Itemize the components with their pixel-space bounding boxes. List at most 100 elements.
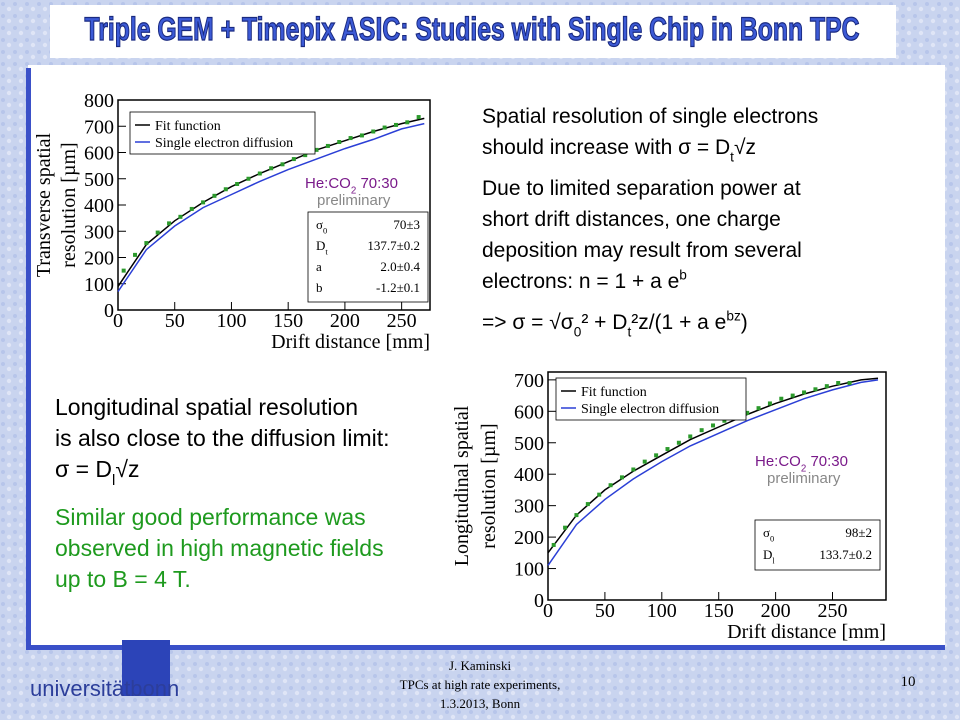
- data-point: [257, 171, 262, 176]
- subscript: 2: [801, 463, 806, 474]
- data-point: [133, 252, 138, 257]
- data-point: [619, 475, 624, 480]
- legend-label: Fit function: [581, 385, 647, 400]
- text-line: b: [316, 280, 323, 295]
- text-line: Longitudinal spatial resolution: [55, 394, 358, 420]
- data-point: [722, 418, 727, 423]
- left-rule: [26, 68, 31, 648]
- data-point: [585, 502, 590, 507]
- data-point: [631, 467, 636, 472]
- data-point: [654, 453, 659, 458]
- subscript: 0: [574, 324, 582, 339]
- data-point: [836, 381, 841, 386]
- data-point: [337, 140, 342, 144]
- y-axis-label: resolution [µm]: [58, 142, 80, 267]
- data-point: [348, 136, 353, 141]
- text-line: => σ = √σ0​² + Dt​²z/(1 + a ebz​): [482, 309, 748, 340]
- data-point: [563, 525, 568, 530]
- data-point: [371, 129, 376, 134]
- text-line: σ0​: [316, 217, 327, 236]
- y-axis-label: Transverse spatial: [33, 132, 55, 277]
- text-line: should increase with σ = Dt​√z: [482, 136, 756, 164]
- text-part: Spatial resolution of single electrons: [482, 105, 818, 128]
- data-point: [824, 384, 829, 389]
- data-point: [303, 153, 308, 158]
- data-point: [235, 182, 240, 186]
- x-tick-label: 250: [387, 310, 417, 332]
- data-point: [280, 162, 285, 167]
- data-point: [551, 542, 556, 547]
- y-tick-label: 600: [514, 401, 544, 423]
- text-line: is also close to the diffusion limit:: [55, 425, 390, 451]
- y-tick-label: 500: [514, 433, 544, 455]
- footer-line: J. Kaminski: [449, 658, 512, 673]
- data-point: [178, 214, 183, 219]
- subscript: 2: [351, 185, 356, 196]
- x-tick-label: 150: [273, 310, 303, 332]
- data-point: [201, 200, 206, 205]
- text-part: Longitudinal spatial resolution: [55, 394, 358, 420]
- text-part: deposition may result from several: [482, 239, 802, 262]
- text-part: 70:30: [356, 175, 398, 192]
- text-line: Spatial resolution of single electrons: [482, 105, 818, 128]
- text-part: σ: [316, 217, 323, 232]
- note: preliminary: [767, 470, 841, 487]
- y-tick-label: 300: [514, 496, 544, 518]
- data-point: [665, 447, 670, 452]
- data-point: [314, 147, 319, 152]
- bottom-rule: [26, 645, 945, 650]
- y-axis-label: Longitudinal spatial: [451, 405, 473, 566]
- text-line: short drift distances, one charge: [482, 208, 781, 231]
- subscript: 0: [770, 534, 774, 544]
- data-point: [393, 122, 398, 127]
- green-text: Similar good performance was: [55, 504, 366, 530]
- param-value: -1.2±0.1: [376, 280, 420, 295]
- text-part: a: [316, 259, 322, 274]
- note: preliminary: [317, 192, 391, 209]
- footer-line: 1.3.2013, Bonn: [440, 696, 521, 711]
- data-point: [359, 133, 364, 138]
- y-tick-label: 300: [84, 221, 114, 243]
- data-point: [642, 459, 647, 464]
- supscript: b: [679, 268, 687, 283]
- text-part: b: [316, 280, 323, 295]
- data-point: [608, 483, 613, 488]
- x-tick-label: 100: [216, 310, 246, 332]
- data-point: [212, 193, 217, 198]
- text-line: electrons: n = 1 + a eb​: [482, 268, 687, 293]
- x-tick-label: 100: [647, 600, 677, 622]
- text-part: is also close to the diffusion limit:: [55, 425, 390, 451]
- text-part: should increase with σ = D: [482, 136, 730, 159]
- x-axis-label: Drift distance [mm]: [271, 331, 430, 353]
- text-part: ): [741, 311, 748, 334]
- data-point: [405, 120, 410, 125]
- y-tick-label: 700: [84, 116, 114, 138]
- x-tick-label: 0: [543, 600, 553, 622]
- text-line: He:CO2​ 70:30: [755, 453, 848, 474]
- x-tick-label: 50: [165, 310, 185, 332]
- param-box: [754, 519, 881, 571]
- subscript: t: [325, 247, 328, 257]
- data-point: [813, 387, 818, 392]
- x-tick-label: 200: [330, 310, 360, 332]
- data-point: [802, 390, 807, 395]
- data-point: [790, 393, 795, 398]
- subscript: l: [772, 556, 775, 566]
- text-part: He:CO: [755, 453, 801, 470]
- subscript: t: [627, 324, 631, 339]
- title-box: [50, 5, 896, 58]
- legend-label: Single electron diffusion: [155, 136, 293, 151]
- y-tick-label: 100: [84, 274, 114, 296]
- data-point: [189, 206, 194, 211]
- data-point: [121, 268, 126, 273]
- data-point: [144, 241, 149, 246]
- text-part: σ: [763, 525, 770, 540]
- y-tick-label: 0: [534, 590, 544, 612]
- series-line: [117, 122, 425, 293]
- slide-title: Triple GEM + Timepix ASIC: Studies with …: [85, 11, 860, 47]
- data-point: [767, 401, 772, 406]
- data-point: [416, 115, 421, 120]
- data-point: [574, 513, 579, 518]
- page-number: 10: [901, 674, 916, 690]
